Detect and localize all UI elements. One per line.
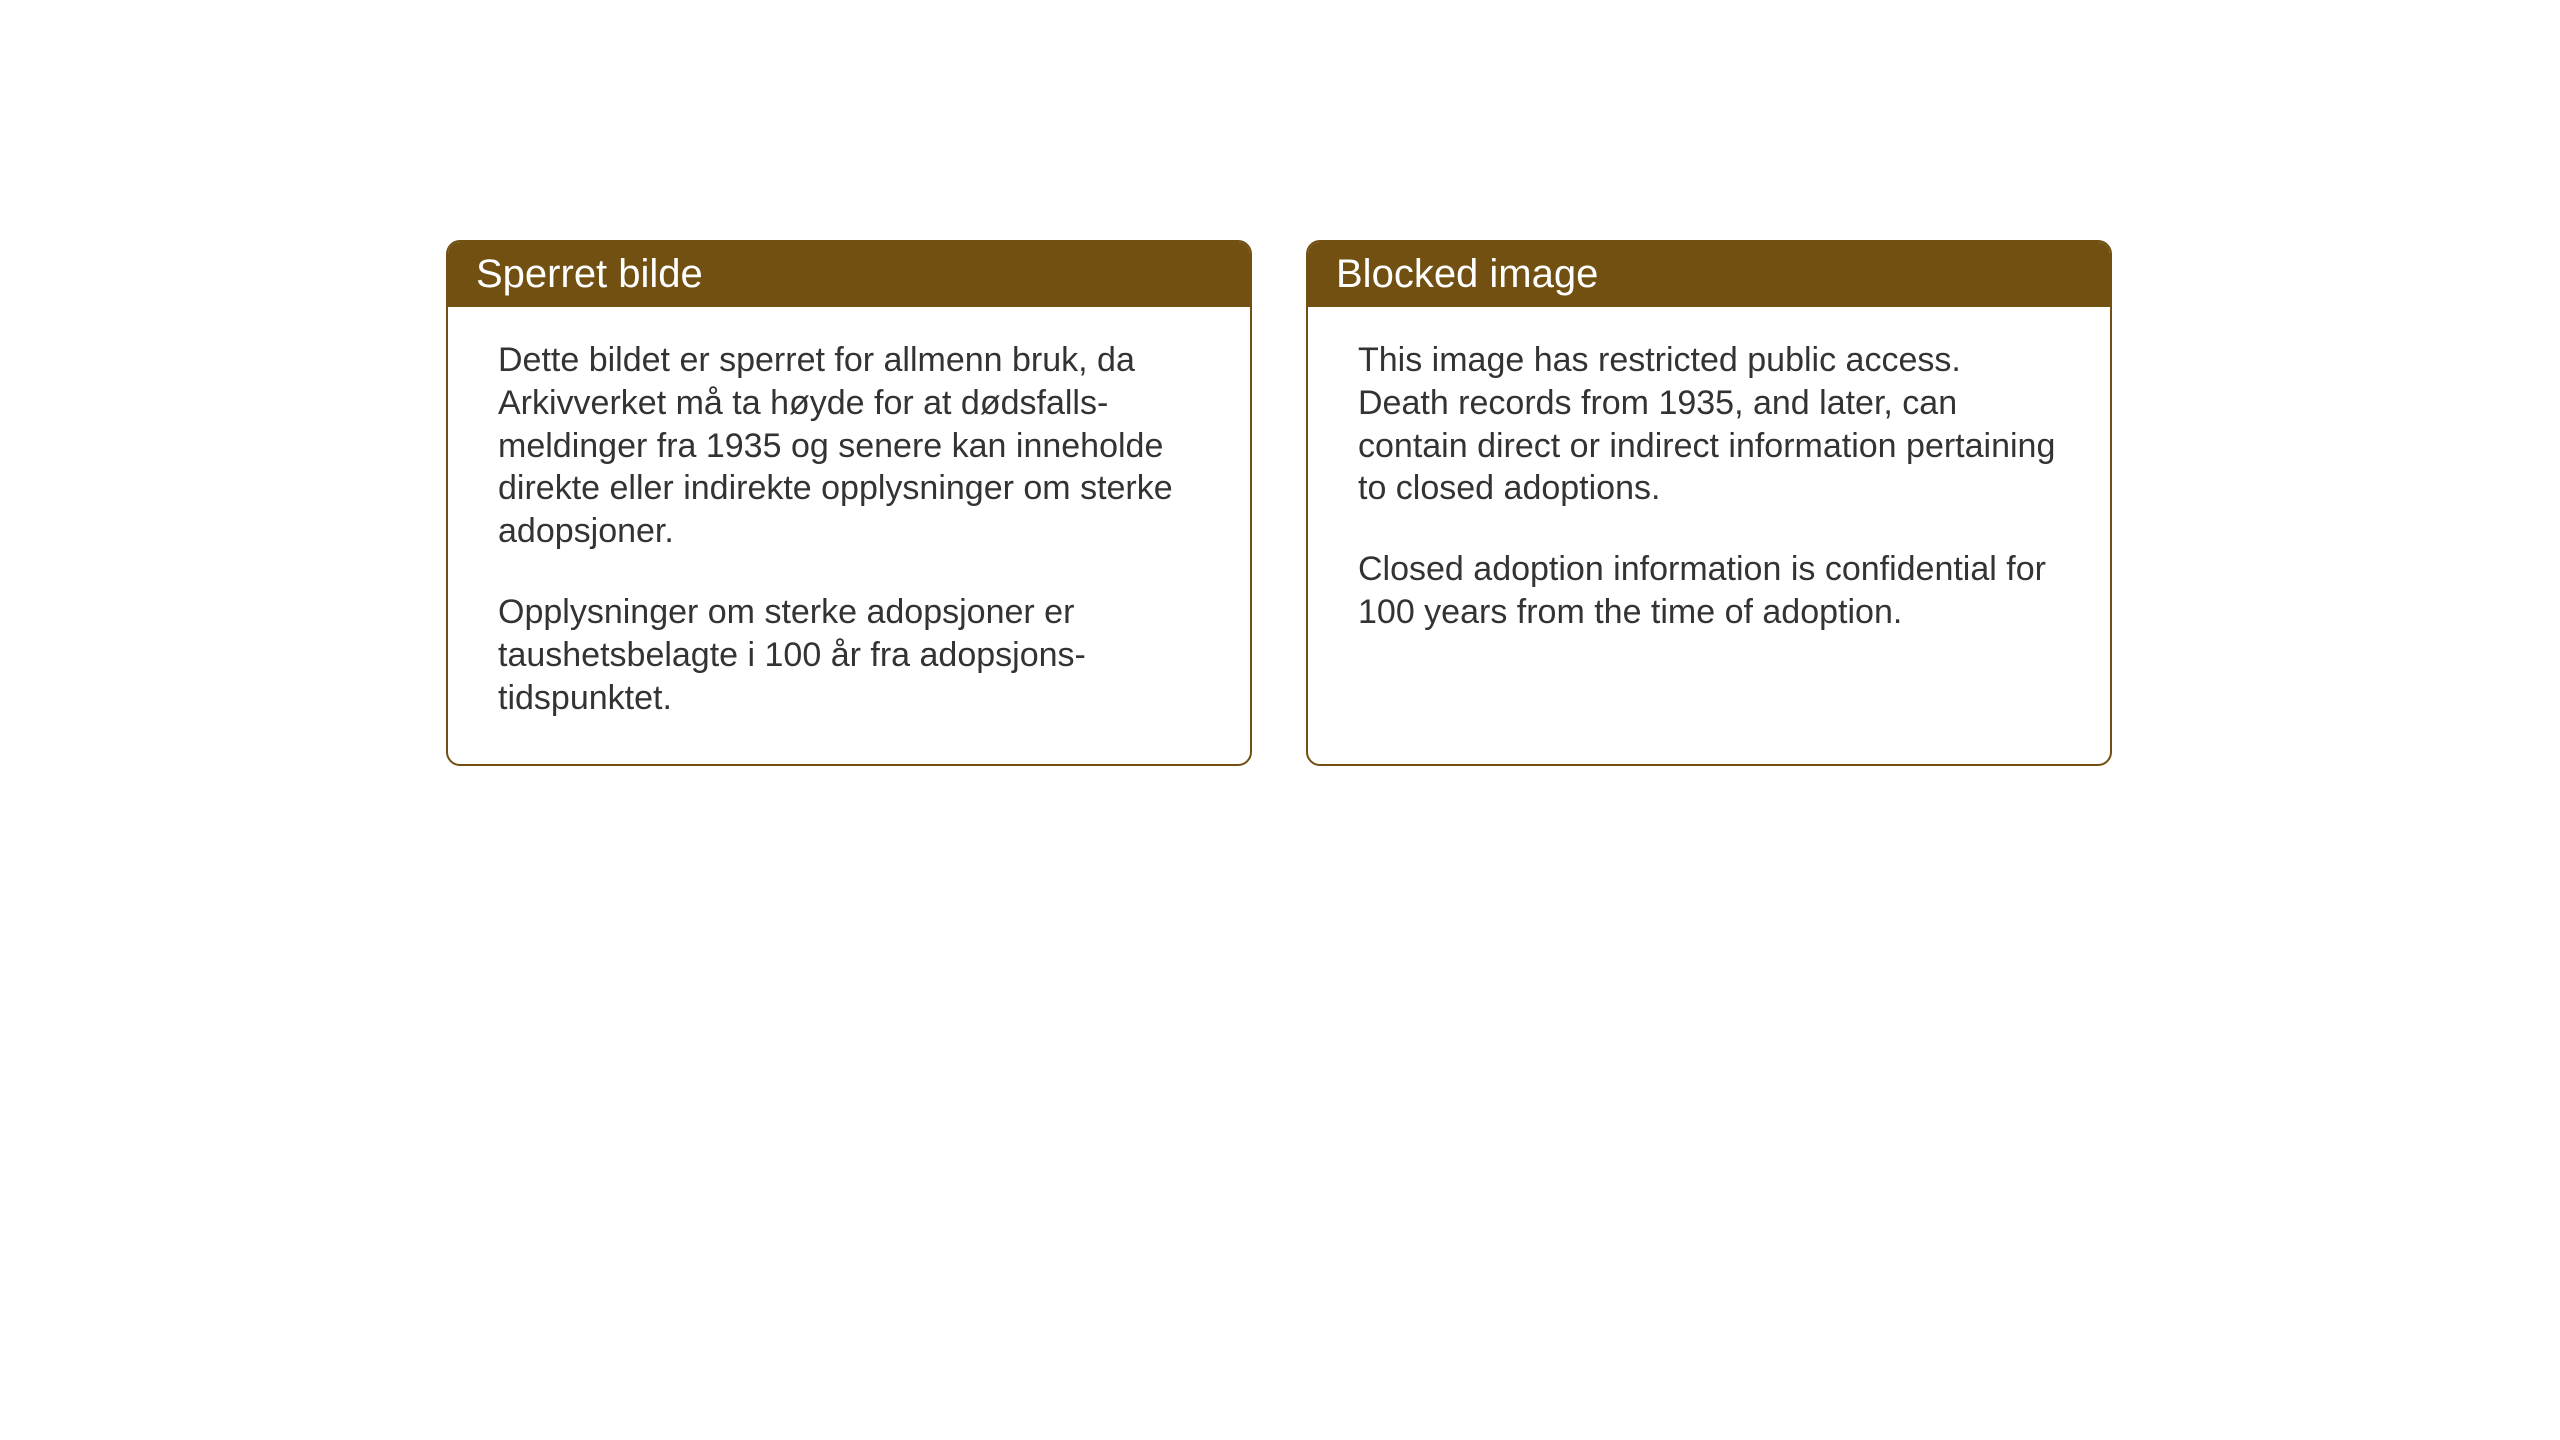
norwegian-paragraph-1: Dette bildet er sperret for allmenn bruk…: [498, 339, 1200, 553]
english-paragraph-2: Closed adoption information is confident…: [1358, 548, 2060, 634]
english-card-body: This image has restricted public access.…: [1308, 307, 2110, 678]
english-card: Blocked image This image has restricted …: [1306, 240, 2112, 766]
english-paragraph-1: This image has restricted public access.…: [1358, 339, 2060, 510]
notice-container: Sperret bilde Dette bildet er sperret fo…: [446, 240, 2112, 766]
norwegian-card-body: Dette bildet er sperret for allmenn bruk…: [448, 307, 1250, 764]
norwegian-paragraph-2: Opplysninger om sterke adopsjoner er tau…: [498, 591, 1200, 719]
norwegian-card-title: Sperret bilde: [448, 242, 1250, 307]
norwegian-card: Sperret bilde Dette bildet er sperret fo…: [446, 240, 1252, 766]
english-card-title: Blocked image: [1308, 242, 2110, 307]
